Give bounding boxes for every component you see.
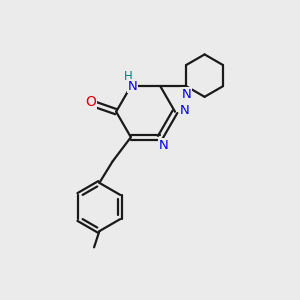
Text: N: N [159, 139, 169, 152]
Text: O: O [85, 95, 96, 109]
Text: H: H [124, 70, 133, 83]
Text: N: N [181, 88, 191, 101]
Text: N: N [180, 104, 189, 117]
Text: N: N [128, 80, 137, 93]
